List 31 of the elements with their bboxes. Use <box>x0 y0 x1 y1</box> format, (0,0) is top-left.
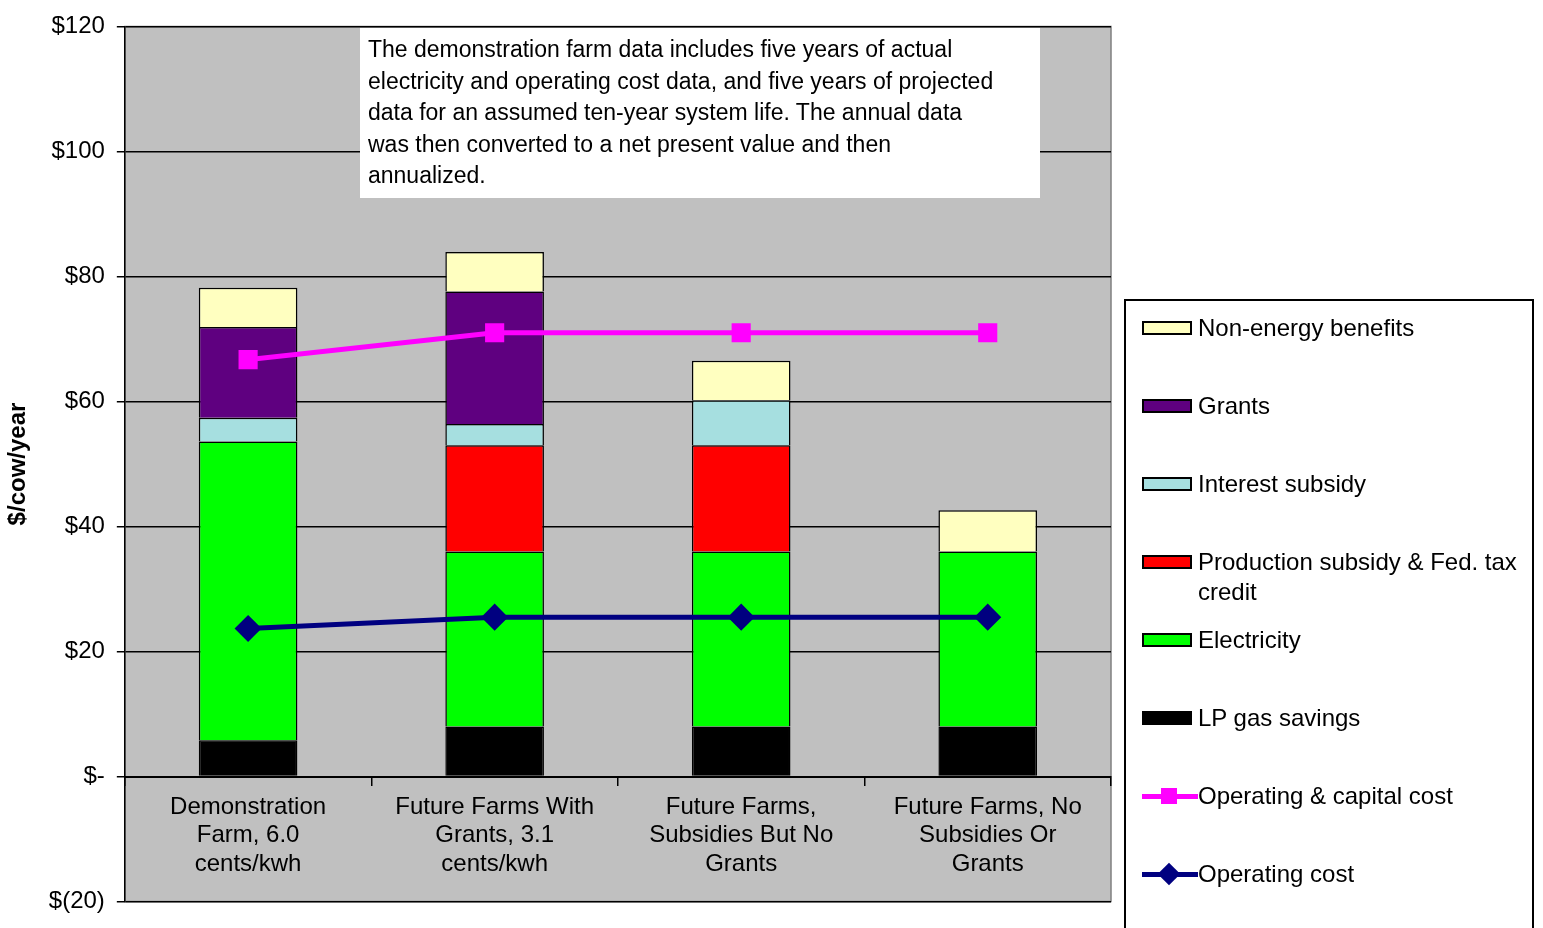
legend-label: Electricity <box>1198 625 1301 655</box>
y-tick-label: $20 <box>64 636 105 664</box>
point <box>731 323 751 343</box>
text-box: The demonstration farm data includes five years of actual electricity and operating cost data, and five years of projected data for an assumed ten-year system life. The annual data was then converted to a net present value and then annualized. <box>360 28 1040 198</box>
y-tick-label: $120 <box>51 11 105 39</box>
legend-label: Interest subsidy <box>1198 469 1367 499</box>
legend-label: Operating & capital cost <box>1198 781 1453 811</box>
point <box>978 323 998 343</box>
y-tick-label: $80 <box>64 261 105 289</box>
point <box>238 350 258 370</box>
y-tick-label: $(20) <box>48 886 105 914</box>
x-tick-label: Future Farms, Subsidies But No Grants <box>649 791 834 877</box>
point <box>235 615 261 641</box>
x-tick-label: Demonstration Farm, 6.0 cents/kwh <box>170 791 327 877</box>
y-tick-label: $40 <box>64 511 105 539</box>
point <box>728 604 754 630</box>
point <box>975 604 1001 630</box>
y-tick-label: $- <box>83 761 105 789</box>
y-tick-label: $60 <box>64 386 105 414</box>
legend-label: Non-energy benefits <box>1198 313 1415 343</box>
x-tick-label: Future Farms With Grants, 3.1 cents/kwh <box>395 791 594 877</box>
point <box>482 604 508 630</box>
legend-label: Operating cost <box>1198 859 1355 889</box>
legend-label: Production subsidy & Fed. tax credit <box>1198 547 1518 607</box>
y-axis-title: $/cow/year <box>3 402 31 526</box>
x-tick-label: Future Farms, No Subsidies Or Grants <box>893 791 1082 877</box>
legend-label: LP gas savings <box>1198 703 1361 733</box>
y-tick-label: $100 <box>51 136 105 164</box>
annotation: The demonstration farm data includes five years of actual electricity and operating cost data, and five years of projected data for an assumed ten-year system life. The annual data was then converted to a net present value and then annualized. <box>368 35 995 190</box>
point <box>485 323 505 343</box>
legend-label: Grants <box>1198 391 1271 421</box>
